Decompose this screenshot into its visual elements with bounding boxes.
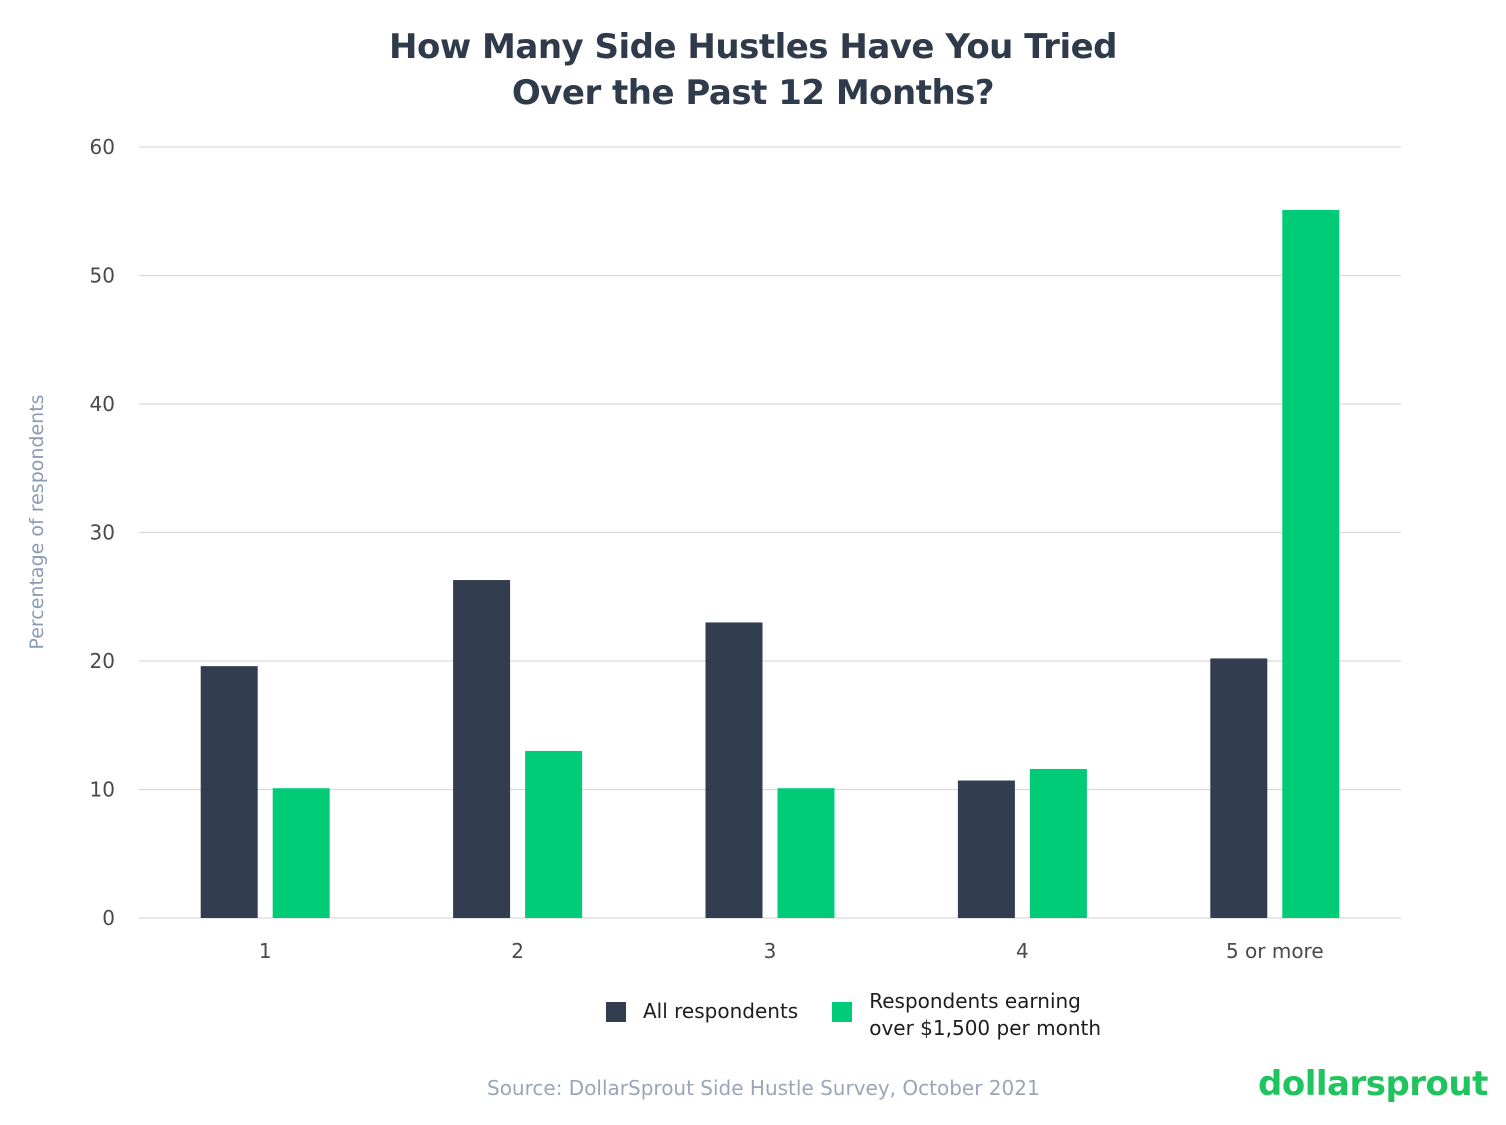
bar-all-respondents-4 [957,780,1015,918]
legend-label-high-earners: Respondents earning over $1,500 per mont… [869,988,1109,1042]
brand-logo: dollarsprout [1258,1064,1488,1104]
x-tick-label: 3 [764,939,777,963]
legend: All respondents Respondents earning over… [606,988,1109,1042]
legend-label-high-earners-line-2: over $1,500 per month [869,1016,1102,1040]
legend-swatch-high-earners [832,1002,853,1022]
x-tick-label: 2 [511,939,524,963]
chart-title-line-1: How Many Side Hustles Have You Tried [389,27,1118,67]
chart-title-line-2: Over the Past 12 Months? [511,73,995,113]
y-tick-label: 60 [90,135,115,159]
legend-label-all-respondents: All respondents [643,999,799,1023]
chart-title: How Many Side Hustles Have You Tried Ove… [0,24,1506,116]
bar-all-respondents-3 [705,622,763,918]
y-tick-label: 50 [90,264,115,288]
bar-all-respondents-5-or-more [1210,658,1268,918]
y-tick-label: 10 [90,778,115,802]
y-axis-label: Percentage of respondents [26,394,48,649]
y-tick-label: 20 [90,649,115,673]
bar-all-respondents-2 [453,580,511,918]
x-tick-label: 5 or more [1226,939,1324,963]
source-note: Source: DollarSprout Side Hustle Survey,… [487,1076,1040,1100]
y-tick-labels: 0 10 20 30 40 50 60 [90,135,115,930]
bar-all-respondents-1 [200,666,258,918]
x-tick-labels: 1 2 3 4 5 or more [259,939,1324,963]
gridlines [139,146,1401,919]
bar-high-earners-5-or-more [1282,209,1340,919]
bar-high-earners-2 [525,750,583,918]
x-tick-label: 4 [1016,939,1029,963]
x-tick-label: 1 [259,939,272,963]
legend-swatch-all-respondents [606,1002,626,1022]
bars [200,209,1340,919]
y-tick-label: 40 [90,392,115,416]
legend-item-high-earners: Respondents earning over $1,500 per mont… [832,988,1109,1042]
y-tick-label: 30 [90,521,115,545]
bar-high-earners-1 [272,788,330,918]
y-tick-label: 0 [102,906,115,930]
bar-high-earners-3 [777,788,835,918]
legend-item-all-respondents: All respondents [606,988,798,1025]
bar-high-earners-4 [1029,768,1087,918]
bar-chart: 0 10 20 30 40 50 60 1 2 3 4 5 or more Percentage o… [26,135,1401,963]
legend-label-high-earners-line-1: Respondents earning [869,989,1081,1013]
